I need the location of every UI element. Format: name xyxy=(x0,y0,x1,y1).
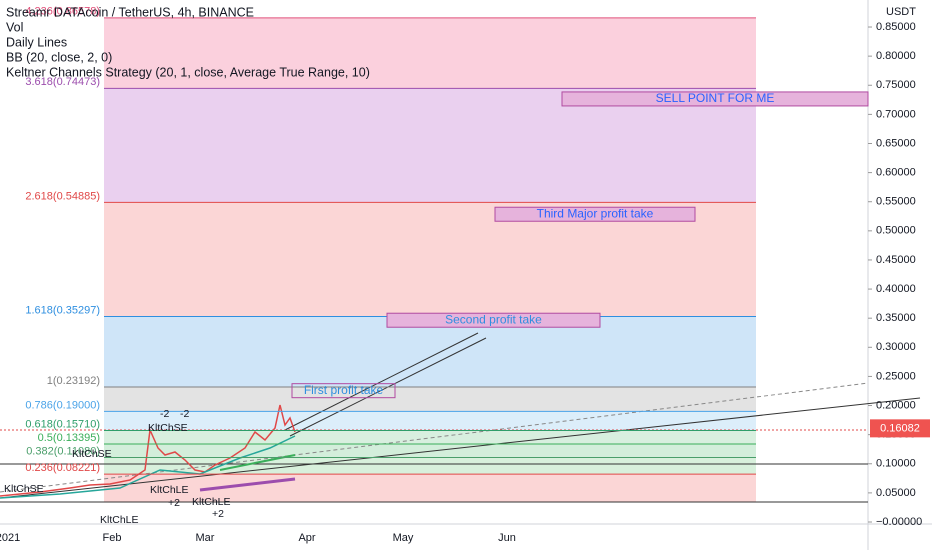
fib-zone xyxy=(104,411,756,431)
fib-label: 0.5(0.13395) xyxy=(38,432,100,444)
annotation-text: Third Major profit take xyxy=(537,206,654,220)
fib-label: 4.236(0.86578) xyxy=(25,6,100,18)
fib-label: 2.618(0.54885) xyxy=(25,190,100,202)
signal-label: KltChLE xyxy=(100,514,139,526)
y-tick-label: −0.00000 xyxy=(876,516,922,528)
fib-label: 0.786(0.19000) xyxy=(25,399,100,411)
annotation-text: SELL POINT FOR ME xyxy=(656,91,775,105)
currency-label: USDT xyxy=(886,6,916,18)
header-line: BB (20, close, 2, 0) xyxy=(6,50,112,64)
annotation-text: First profit take xyxy=(304,383,384,397)
y-tick-label: 0.75000 xyxy=(876,79,916,91)
signal-label: -2 xyxy=(180,408,189,420)
header-line: Keltner Channels Strategy (20, 1, close,… xyxy=(6,65,370,79)
y-tick-label: 0.20000 xyxy=(876,399,916,411)
annotation-box xyxy=(561,91,869,107)
y-tick-label: 0.65000 xyxy=(876,137,916,149)
fib-label: 0.236(0.08221) xyxy=(25,462,100,474)
annotation-box xyxy=(291,383,396,399)
y-tick-label: 0.40000 xyxy=(876,283,916,295)
annotation-box xyxy=(494,206,696,222)
x-tick-label: Jun xyxy=(498,532,516,544)
y-tick-label: 0.80000 xyxy=(876,50,916,62)
x-tick-label: Apr xyxy=(298,532,315,544)
signal-label: -2 xyxy=(160,408,169,420)
signal-label: KltChLE xyxy=(192,496,231,508)
signal-label: +2 xyxy=(212,508,224,520)
price-sketch xyxy=(0,404,296,497)
fib-label: 1(0.23192) xyxy=(47,375,100,387)
signal-label: KltChSE xyxy=(148,422,188,434)
fib-label: 3.618(0.74473) xyxy=(25,76,100,88)
last-price-tag xyxy=(870,419,930,438)
y-tick-label: 0.05000 xyxy=(876,487,916,499)
y-tick-label: 0.50000 xyxy=(876,225,916,237)
fib-zone xyxy=(104,430,756,444)
x-tick-label: Mar xyxy=(196,532,215,544)
fib-label: 0.618(0.15710) xyxy=(25,418,100,430)
y-tick-label: 0.35000 xyxy=(876,312,916,324)
trend-line xyxy=(284,332,479,431)
signal-label: +2 xyxy=(168,497,180,509)
y-tick-label: 0.55000 xyxy=(876,196,916,208)
fib-zone xyxy=(104,17,756,89)
fib-zone xyxy=(104,316,756,387)
fib-zone xyxy=(104,457,756,475)
header-line: Vol xyxy=(6,20,23,34)
keltner-line xyxy=(199,477,296,492)
y-tick-label: 0.10000 xyxy=(876,458,916,470)
price-sketch xyxy=(0,435,296,499)
y-tick-label: 0.60000 xyxy=(876,167,916,179)
fib-zone xyxy=(104,88,756,203)
last-price-label: 0.16082 xyxy=(880,422,920,434)
x-tick-label: May xyxy=(393,532,414,544)
annotation-box xyxy=(386,312,601,328)
fib-label: 1.618(0.35297) xyxy=(25,304,100,316)
signal-label: KltChLE xyxy=(150,484,189,496)
y-tick-label: 0.45000 xyxy=(876,254,916,266)
trend-line xyxy=(0,382,869,493)
x-tick-label: Feb xyxy=(103,532,122,544)
y-tick-label: 0.70000 xyxy=(876,108,916,120)
price-axis xyxy=(868,0,932,550)
trend-line xyxy=(0,397,921,499)
signal-label: KltChSE xyxy=(4,483,44,495)
annotation-text: Second profit take xyxy=(445,312,542,326)
fib-zone xyxy=(104,443,756,458)
fib-label: 0.382(0.11080) xyxy=(26,445,100,457)
y-tick-label: 0.85000 xyxy=(876,21,916,33)
y-tick-label: 0.30000 xyxy=(876,341,916,353)
fib-zone xyxy=(104,386,756,412)
header-line: Daily Lines xyxy=(6,35,67,49)
signal-label: KltChSE xyxy=(72,448,112,460)
header-line: Streamr DATAcoin / TetherUS, 4h, BINANCE xyxy=(6,5,254,19)
y-tick-label: 0.25000 xyxy=(876,370,916,382)
